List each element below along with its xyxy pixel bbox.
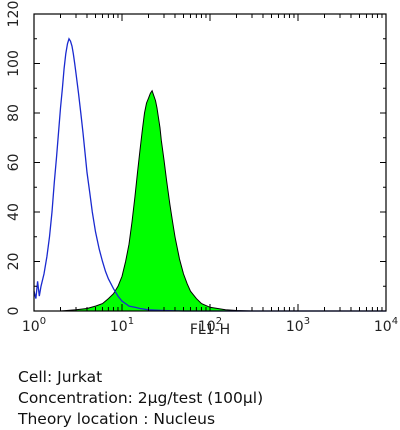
flow-cytometry-histogram: 0 20 40 60 80 100 120 100 101 102 103 104 FL1-H — [6, 1, 398, 338]
x-axis: 100 101 102 103 104 — [22, 14, 398, 335]
series-outline-line — [33, 37, 386, 312]
y-tick-label: 80 — [6, 104, 22, 122]
caption-block: Cell: Jurkat Concentration: 2µg/test (10… — [18, 367, 263, 430]
y-tick-label: 60 — [6, 154, 22, 172]
x-tick-label: 101 — [110, 316, 134, 335]
y-axis: 0 20 40 60 80 100 120 — [6, 1, 386, 316]
plot-layer — [33, 37, 386, 312]
y-tick-label: 40 — [6, 203, 22, 221]
x-axis-title: FL1-H — [190, 322, 230, 338]
caption-location: Theory location : Nucleus — [18, 410, 216, 428]
x-tick-label: 100 — [22, 316, 46, 335]
y-tick-label: 20 — [6, 253, 22, 271]
plot-frame — [33, 13, 387, 312]
x-tick-label: 104 — [374, 316, 398, 335]
x-tick-label: 103 — [286, 316, 310, 335]
y-tick-label: 120 — [6, 1, 22, 28]
caption-concentration: Concentration: 2µg/test (100µl) — [18, 389, 264, 407]
y-tick-label: 0 — [6, 307, 22, 316]
x-tick-label: 102 — [198, 316, 222, 335]
y-tick-label: 100 — [6, 50, 22, 77]
caption-cell: Cell: Jurkat — [18, 368, 103, 386]
series-filled-area — [34, 89, 386, 312]
